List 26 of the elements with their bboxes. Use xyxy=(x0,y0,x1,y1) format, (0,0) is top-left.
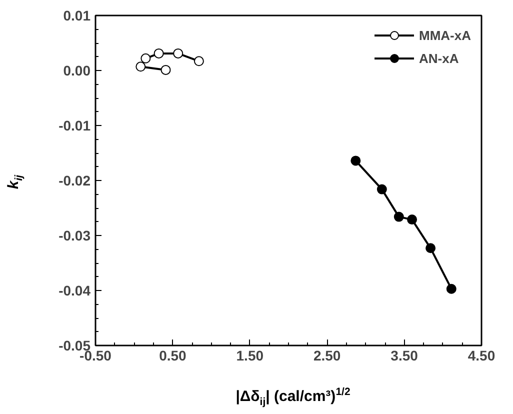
y-tick-label: 0.00 xyxy=(63,62,91,78)
y-tick-label: 0.01 xyxy=(63,8,91,24)
y-tick-label: -0.02 xyxy=(58,172,91,188)
x-tick-label: 4.50 xyxy=(468,348,496,364)
x-axis-title: |Δδ$_{ij}$| (cal/cm³)$^{1/2}$ xyxy=(234,385,352,410)
y-tick-label: -0.04 xyxy=(58,282,91,298)
y-tick-label: -0.03 xyxy=(58,228,91,244)
y-tick-label: -0.01 xyxy=(58,118,91,134)
x-tick-label: 0.50 xyxy=(159,348,187,364)
point xyxy=(350,156,361,166)
legend-label: AN-xA xyxy=(419,50,459,66)
point xyxy=(160,64,171,75)
x-tick-label: 3.50 xyxy=(390,348,418,364)
x-tick-label: 1.50 xyxy=(236,348,264,364)
point xyxy=(446,284,456,294)
legend-label: MMA-xA xyxy=(419,28,471,42)
point xyxy=(194,56,204,66)
point xyxy=(173,48,184,58)
point xyxy=(426,243,436,254)
point xyxy=(407,214,418,225)
point xyxy=(394,212,404,222)
x-tick-label: 2.50 xyxy=(313,348,341,364)
point xyxy=(140,53,151,64)
point xyxy=(376,184,387,194)
point xyxy=(136,62,146,72)
point xyxy=(154,48,164,58)
